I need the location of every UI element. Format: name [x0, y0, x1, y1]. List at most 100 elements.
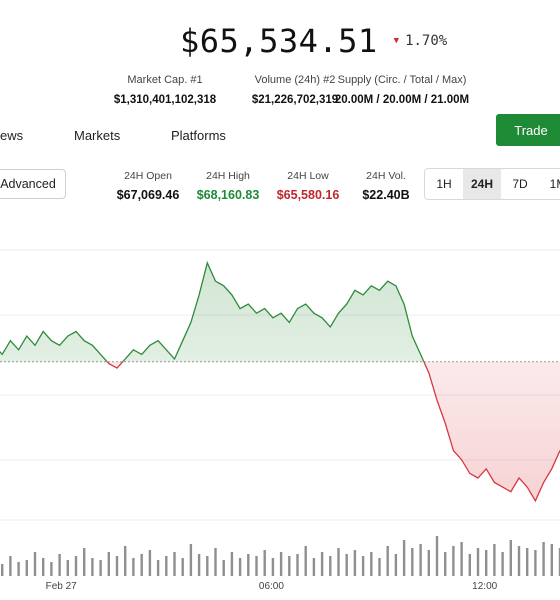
volume-bar	[99, 560, 102, 576]
volume-bar	[558, 548, 560, 576]
volume-bar	[444, 552, 447, 576]
volume-bar	[304, 546, 307, 576]
ohlc-label: 24H Low	[287, 170, 329, 182]
volume-bar	[148, 550, 152, 576]
volume-bar	[83, 548, 86, 576]
volume-bar	[124, 546, 127, 576]
volume-bar	[370, 552, 373, 576]
volume-bar	[181, 558, 184, 576]
range-7d[interactable]: 7D	[512, 177, 528, 191]
tab-news[interactable]: ews	[0, 128, 24, 143]
volume-bar	[271, 558, 275, 576]
volume-bar	[156, 560, 160, 576]
volume-bar	[411, 548, 414, 576]
volume-bar	[173, 552, 176, 576]
current-price: $65,534.51	[180, 22, 378, 60]
volume-bar	[279, 552, 283, 576]
price-chart[interactable]	[0, 210, 560, 580]
area-above-open	[0, 262, 560, 362]
volume-bar	[312, 558, 316, 576]
range-1h[interactable]: 1H	[436, 177, 452, 191]
volume-bar	[468, 554, 471, 576]
volume-bar	[329, 556, 332, 576]
volume-bar	[206, 556, 209, 576]
time-range-selector: 1H 24H 7D 1M	[424, 168, 560, 200]
volume-bars	[1, 536, 560, 576]
x-axis-label-2: 12:00	[472, 581, 498, 592]
volume-bar	[9, 556, 12, 576]
volume-bar	[288, 556, 291, 576]
x-axis-label-0: Feb 27	[45, 581, 77, 592]
volume-bar	[542, 542, 545, 576]
volume-bar	[58, 554, 61, 576]
volume-bar	[230, 552, 234, 576]
price-line-up	[0, 260, 425, 362]
volume-bar	[238, 558, 242, 576]
stat-value: $21,226,702,319	[251, 94, 339, 106]
down-triangle-icon: ▼	[393, 36, 400, 46]
volume-bar	[189, 544, 193, 576]
stat-volume: Volume (24h) #2 $21,226,702,319	[230, 74, 360, 106]
ohlc-open: 24H Open $67,069.46	[110, 170, 186, 202]
volume-bar	[509, 540, 512, 576]
volume-bar	[361, 556, 365, 576]
stat-supply: Supply (Circ. / Total / Max) 20.00M / 20…	[328, 74, 476, 106]
ohlc-label: 24H Open	[124, 170, 172, 182]
volume-bar	[132, 558, 135, 576]
volume-bar	[476, 548, 480, 576]
volume-bar	[165, 556, 168, 576]
volume-bar	[402, 540, 406, 576]
price-line-down	[106, 361, 560, 503]
range-1m[interactable]: 1M	[549, 177, 560, 191]
ohlc-volume: 24H Vol. $22.40B	[352, 170, 420, 202]
ohlc-label: 24H High	[206, 170, 250, 182]
range-24h[interactable]: 24H	[463, 169, 501, 199]
ohlc-value: $67,069.46	[116, 188, 180, 202]
ohlc-value: $22.40B	[362, 188, 410, 202]
volume-bar	[460, 542, 463, 576]
stat-label: Market Cap. #1	[127, 74, 203, 86]
volume-bar	[247, 554, 250, 576]
volume-bar	[50, 562, 53, 576]
advanced-chart-button[interactable]: Advanced	[0, 169, 66, 199]
volume-bar	[214, 548, 217, 576]
price-header: $65,534.51 ▼ 1.70%	[180, 22, 447, 60]
volume-bar	[33, 552, 37, 576]
ohlc-label: 24H Vol.	[366, 170, 406, 182]
volume-bar	[394, 554, 398, 576]
tab-markets[interactable]: Markets	[74, 128, 121, 143]
volume-bar	[320, 552, 324, 576]
ohlc-value: $65,580.16	[276, 188, 340, 202]
volume-bar	[140, 554, 143, 576]
volume-bar	[1, 564, 4, 576]
volume-bar	[296, 554, 299, 576]
volume-bar	[435, 536, 439, 576]
volume-bar	[263, 550, 266, 576]
volume-bar	[255, 556, 258, 576]
area-below-open	[107, 361, 560, 501]
x-axis-label-1: 06:00	[258, 581, 284, 592]
volume-bar	[107, 552, 110, 576]
volume-bar	[353, 550, 357, 576]
tab-platforms[interactable]: Platforms	[171, 128, 226, 143]
volume-bar	[419, 544, 422, 576]
volume-bar	[25, 560, 28, 576]
volume-bar	[427, 550, 430, 576]
volume-bar	[501, 552, 504, 576]
volume-bar	[517, 546, 521, 576]
volume-bar	[17, 562, 20, 576]
trade-button[interactable]: Trade	[496, 114, 560, 146]
ohlc-low: 24H Low $65,580.16	[270, 170, 346, 202]
volume-bar	[534, 550, 537, 576]
ohlc-high: 24H High $68,160.83	[190, 170, 266, 202]
price-change: ▼ 1.70%	[394, 33, 448, 49]
volume-bar	[345, 554, 348, 576]
stat-value: $1,310,401,102,318	[113, 94, 217, 106]
volume-bar	[197, 554, 201, 576]
volume-bar	[42, 558, 45, 576]
ohlc-value: $68,160.83	[196, 188, 260, 202]
volume-bar	[74, 556, 78, 576]
volume-bar	[91, 558, 94, 576]
stat-market-cap: Market Cap. #1 $1,310,401,102,318	[100, 74, 230, 106]
volume-bar	[452, 546, 455, 576]
